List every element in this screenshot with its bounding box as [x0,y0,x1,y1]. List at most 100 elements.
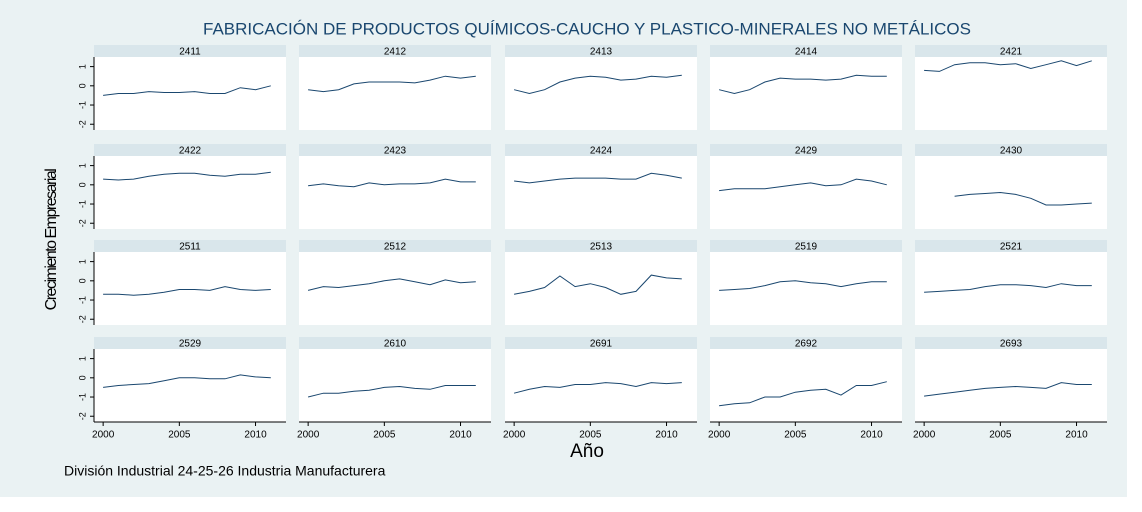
x-tick-label: 2005 [168,430,191,441]
x-tick-label: 2005 [373,430,396,441]
plot-region [299,156,491,229]
series-line [719,178,887,192]
panel-title: 2424 [590,146,613,157]
series-line [307,385,476,398]
y-tick-label: 1 [77,259,87,264]
y-tick-label: 0 [77,278,87,283]
panel-title: 2423 [384,146,407,157]
plot-region [505,252,697,325]
panel-title: 2413 [590,47,613,58]
x-tick-label: 2000 [503,430,526,441]
series-line [103,85,271,96]
panel-title: 2430 [1000,146,1023,157]
series-line [513,74,682,95]
y-tick-label: 1 [77,64,87,69]
x-tick-label: 2010 [449,430,472,441]
x-axis-title: Año [570,441,604,462]
y-tick-label: 1 [77,163,87,168]
panel-header [299,240,491,252]
series-line [719,381,887,407]
panel-title: 2519 [795,242,818,253]
panel-title: 2412 [384,47,407,58]
panel-header [94,144,286,156]
panel-header [94,337,286,349]
panel-header [710,144,902,156]
panel-header [299,144,491,156]
panel-title: 2511 [179,242,201,253]
series-line [924,382,1092,397]
series-line [924,283,1092,293]
x-tick-label: 2010 [655,430,678,441]
y-tick-label: -2 [77,120,87,128]
y-tick-label: -1 [77,200,87,208]
plot-region [710,57,902,130]
x-tick-label: 2005 [784,430,807,441]
panel-header [915,45,1107,57]
plot-region [915,156,1107,229]
y-tick-label: 0 [77,182,87,187]
plot-region [299,252,491,325]
x-tick-label: 2000 [708,430,731,441]
panel-header [505,45,697,57]
plot-region [915,349,1107,422]
y-axis-title: Crecimiento Empresarial [43,169,60,311]
panel-header [505,337,697,349]
panel-title: 2691 [590,339,613,350]
y-tick-label: -2 [77,219,87,227]
chart-title: FABRICACIÓN DE PRODUCTOS QUÍMICOS-CAUCHO… [203,19,971,38]
plot-region [915,57,1107,130]
panel-title: 2513 [590,242,613,253]
panel-title: 2610 [384,339,407,350]
panel-title: 2421 [1000,47,1023,58]
note: División Industrial 24-25-26 Industria M… [64,463,386,479]
x-tick-label: 2005 [579,430,602,441]
plot-region [505,349,697,422]
panel-title: 2414 [795,47,818,58]
plot-region [94,156,286,229]
x-tick-label: 2010 [1065,430,1088,441]
series-line [307,278,476,291]
series-line [103,171,271,181]
series-line [103,374,271,388]
y-tick-label: -1 [77,393,87,401]
panel-title: 2512 [384,242,407,253]
series-line [513,382,682,394]
panel-header [710,240,902,252]
series-line [103,286,271,296]
y-tick-label: -1 [77,101,87,109]
panel-title: 2411 [179,47,201,58]
panel-header [299,45,491,57]
plot-region [94,252,286,325]
x-tick-label: 2000 [913,430,936,441]
plot-region [299,57,491,130]
panel-header [505,144,697,156]
x-tick-label: 2010 [860,430,883,441]
series-line [308,178,476,188]
y-tick-label: 1 [77,356,87,361]
y-tick-label: 0 [77,375,87,380]
x-tick-label: 2010 [244,430,267,441]
panel-header [505,240,697,252]
panel-header [915,240,1107,252]
panel-title: 2693 [1000,339,1023,350]
plot-region [710,156,902,229]
panel-header [94,240,286,252]
panel-header [94,45,286,57]
panel-header [915,144,1107,156]
panel-title: 2521 [1000,242,1023,253]
series-line [718,74,887,95]
y-tick-label: -1 [77,296,87,304]
panel-header [710,45,902,57]
series-line [924,60,1092,72]
x-tick-label: 2000 [297,430,320,441]
panel-title: 2692 [795,339,818,350]
panel-title: 2529 [179,339,202,350]
plot-region [505,57,697,130]
panel-header [915,337,1107,349]
plot-region [915,252,1107,325]
y-tick-label: 0 [77,83,87,88]
series-line [514,274,682,295]
panel-title: 2429 [795,146,818,157]
panel-header [299,337,491,349]
